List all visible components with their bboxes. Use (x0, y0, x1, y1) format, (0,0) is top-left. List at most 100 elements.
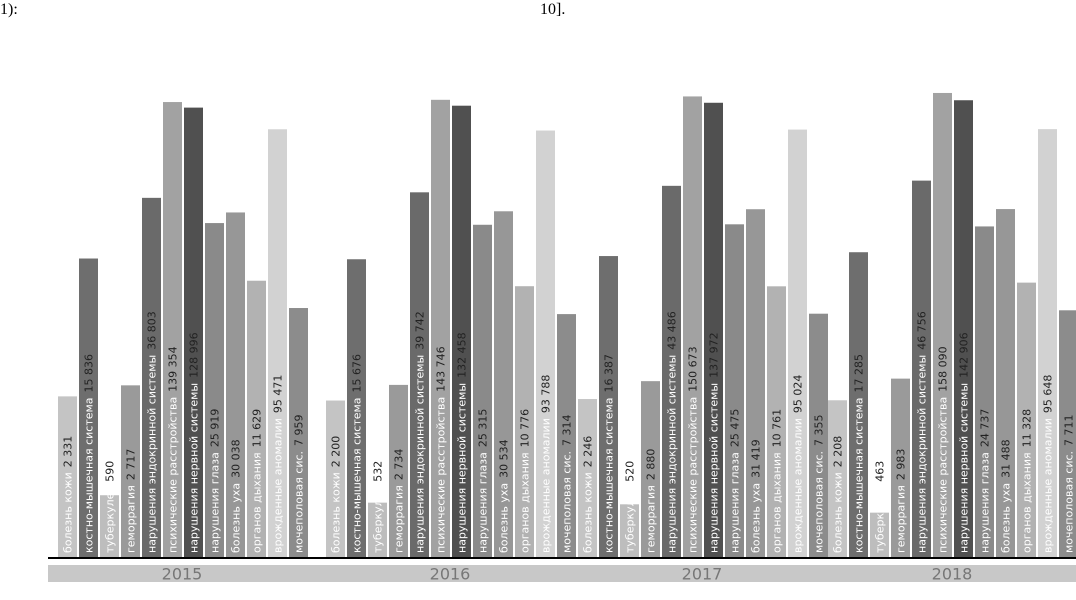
value-label: 158 090 (937, 346, 950, 392)
category-label: нарушения эндокринной системы (666, 355, 679, 553)
category-label: нарушения глаза (209, 452, 222, 553)
bar (205, 223, 224, 557)
category-label: геморрагия (895, 485, 908, 553)
bar-label: костно-мышечная система 15 836 (83, 354, 96, 553)
category-label: костно-мышечная система (603, 397, 616, 553)
category-label: болезнь кожи (582, 472, 595, 553)
value-label: 2 880 (645, 449, 658, 481)
category-label: нарушения глаза (979, 452, 992, 553)
category-label: болезнь уха (498, 483, 511, 553)
bar (289, 308, 308, 557)
bar (599, 256, 618, 557)
category-label: психические расстройства (937, 397, 950, 553)
category-label: нарушения нервной системы (708, 383, 721, 553)
value-label: 30 038 (230, 439, 243, 478)
bar-label: нарушения нервной системы 128 996 (188, 332, 201, 553)
bar-label: нарушения глаза 25 919 (209, 409, 222, 553)
bar (1059, 310, 1076, 557)
category-label: органов дыхания (251, 452, 264, 553)
value-label: 137 972 (708, 332, 721, 378)
bar-label: нарушения глаза 25 315 (477, 409, 490, 553)
bar (828, 400, 847, 557)
value-label: 11 629 (251, 409, 264, 448)
bar-label: психические расстройства 139 354 (167, 346, 180, 553)
bar (1038, 129, 1057, 557)
value-label: 143 746 (435, 346, 448, 392)
category-label: костно-мышечная система (83, 397, 96, 553)
category-label: болезнь уха (1000, 483, 1013, 553)
value-label: 2 734 (393, 449, 406, 481)
bar-label: мочеполовая сис. 7 711 (1063, 414, 1076, 553)
bar (226, 212, 245, 558)
bar-label: нарушения эндокринной системы 46 756 (916, 311, 929, 553)
text-fragment: 10]. (540, 1, 565, 18)
category-label: геморрагия (125, 485, 138, 553)
value-label: 11 328 (1021, 409, 1034, 448)
bar (431, 99, 450, 558)
value-label: 590 (104, 461, 117, 482)
bar-label: геморрагия 2 717 (125, 449, 138, 553)
category-label: нарушения нервной системы (958, 383, 971, 553)
value-label: 10 761 (771, 409, 784, 448)
value-label: 43 486 (666, 311, 679, 350)
bar (891, 378, 910, 557)
value-label: 142 906 (958, 332, 971, 378)
bar-label: нарушения нервной системы 137 972 (708, 332, 721, 553)
year-label: 2015 (162, 565, 203, 584)
value-label: 31 419 (750, 439, 763, 478)
year-label: 2016 (430, 565, 471, 584)
category-label: нарушения эндокринной системы (414, 355, 427, 553)
value-label: 2 331 (62, 436, 75, 468)
bar (557, 314, 576, 557)
category-label: психические расстройства (167, 397, 180, 553)
category-label: психические расстройства (687, 397, 700, 553)
bar (515, 286, 534, 557)
bar (100, 495, 119, 557)
bar (410, 192, 429, 558)
bar-label: мочеполовая сис. 7 314 (561, 414, 574, 553)
value-label: 25 919 (209, 409, 222, 448)
value-label: 7 355 (813, 414, 826, 446)
bar (662, 185, 681, 557)
bar-label: геморрагия 2 734 (393, 449, 406, 553)
bar-label: болезнь кожи 2 246 (582, 436, 595, 553)
value-label: 25 475 (729, 409, 742, 448)
value-label: 31 488 (1000, 439, 1013, 478)
category-label: мочеполовая сис. (293, 451, 306, 553)
category-label: психические расстройства (435, 397, 448, 553)
bar-label: болезнь кожи 2 208 (832, 436, 845, 553)
bar-label: психические расстройства 143 746 (435, 346, 448, 553)
year-label: 2017 (682, 565, 723, 584)
bar-label: костно-мышечная система 15 676 (351, 354, 364, 553)
bar (788, 129, 807, 558)
bar (767, 286, 786, 557)
bar-label: болезнь уха 30 038 (230, 439, 243, 553)
value-label: 95 471 (272, 375, 285, 414)
bar-label: нарушения глаза 24 737 (979, 409, 992, 553)
category-label: мочеполовая сис. (813, 451, 826, 553)
value-label: 39 742 (414, 311, 427, 350)
bar (912, 180, 931, 557)
bar (163, 102, 182, 557)
bar-label: врожденные аномалии 95 648 (1042, 375, 1055, 553)
category-label: нарушения нервной системы (456, 383, 469, 553)
text-fragment: 1): (0, 1, 18, 18)
category-label: нарушения эндокринной системы (146, 355, 159, 553)
bar (975, 226, 994, 558)
bar-label: психические расстройства 150 673 (687, 346, 700, 553)
bar-label: органов дыхания 11 629 (251, 409, 264, 553)
bar-label: нарушения нервной системы 142 906 (958, 332, 971, 553)
category-label: туберкулез (624, 487, 637, 553)
category-label: геморрагия (645, 485, 658, 553)
category-label: нарушения глаза (477, 452, 490, 553)
bar-label: врожденные аномалии 93 788 (540, 375, 553, 553)
bar (326, 400, 345, 557)
value-label: 2 983 (895, 449, 908, 481)
category-label: нарушения эндокринной системы (916, 355, 929, 553)
bar (473, 224, 492, 557)
bar-label: нарушения глаза 25 475 (729, 409, 742, 553)
category-label: туберкулез (372, 487, 385, 553)
bar-label: туберкулез 463 (874, 461, 887, 553)
bar-label: туберкулез 532 (372, 461, 385, 553)
